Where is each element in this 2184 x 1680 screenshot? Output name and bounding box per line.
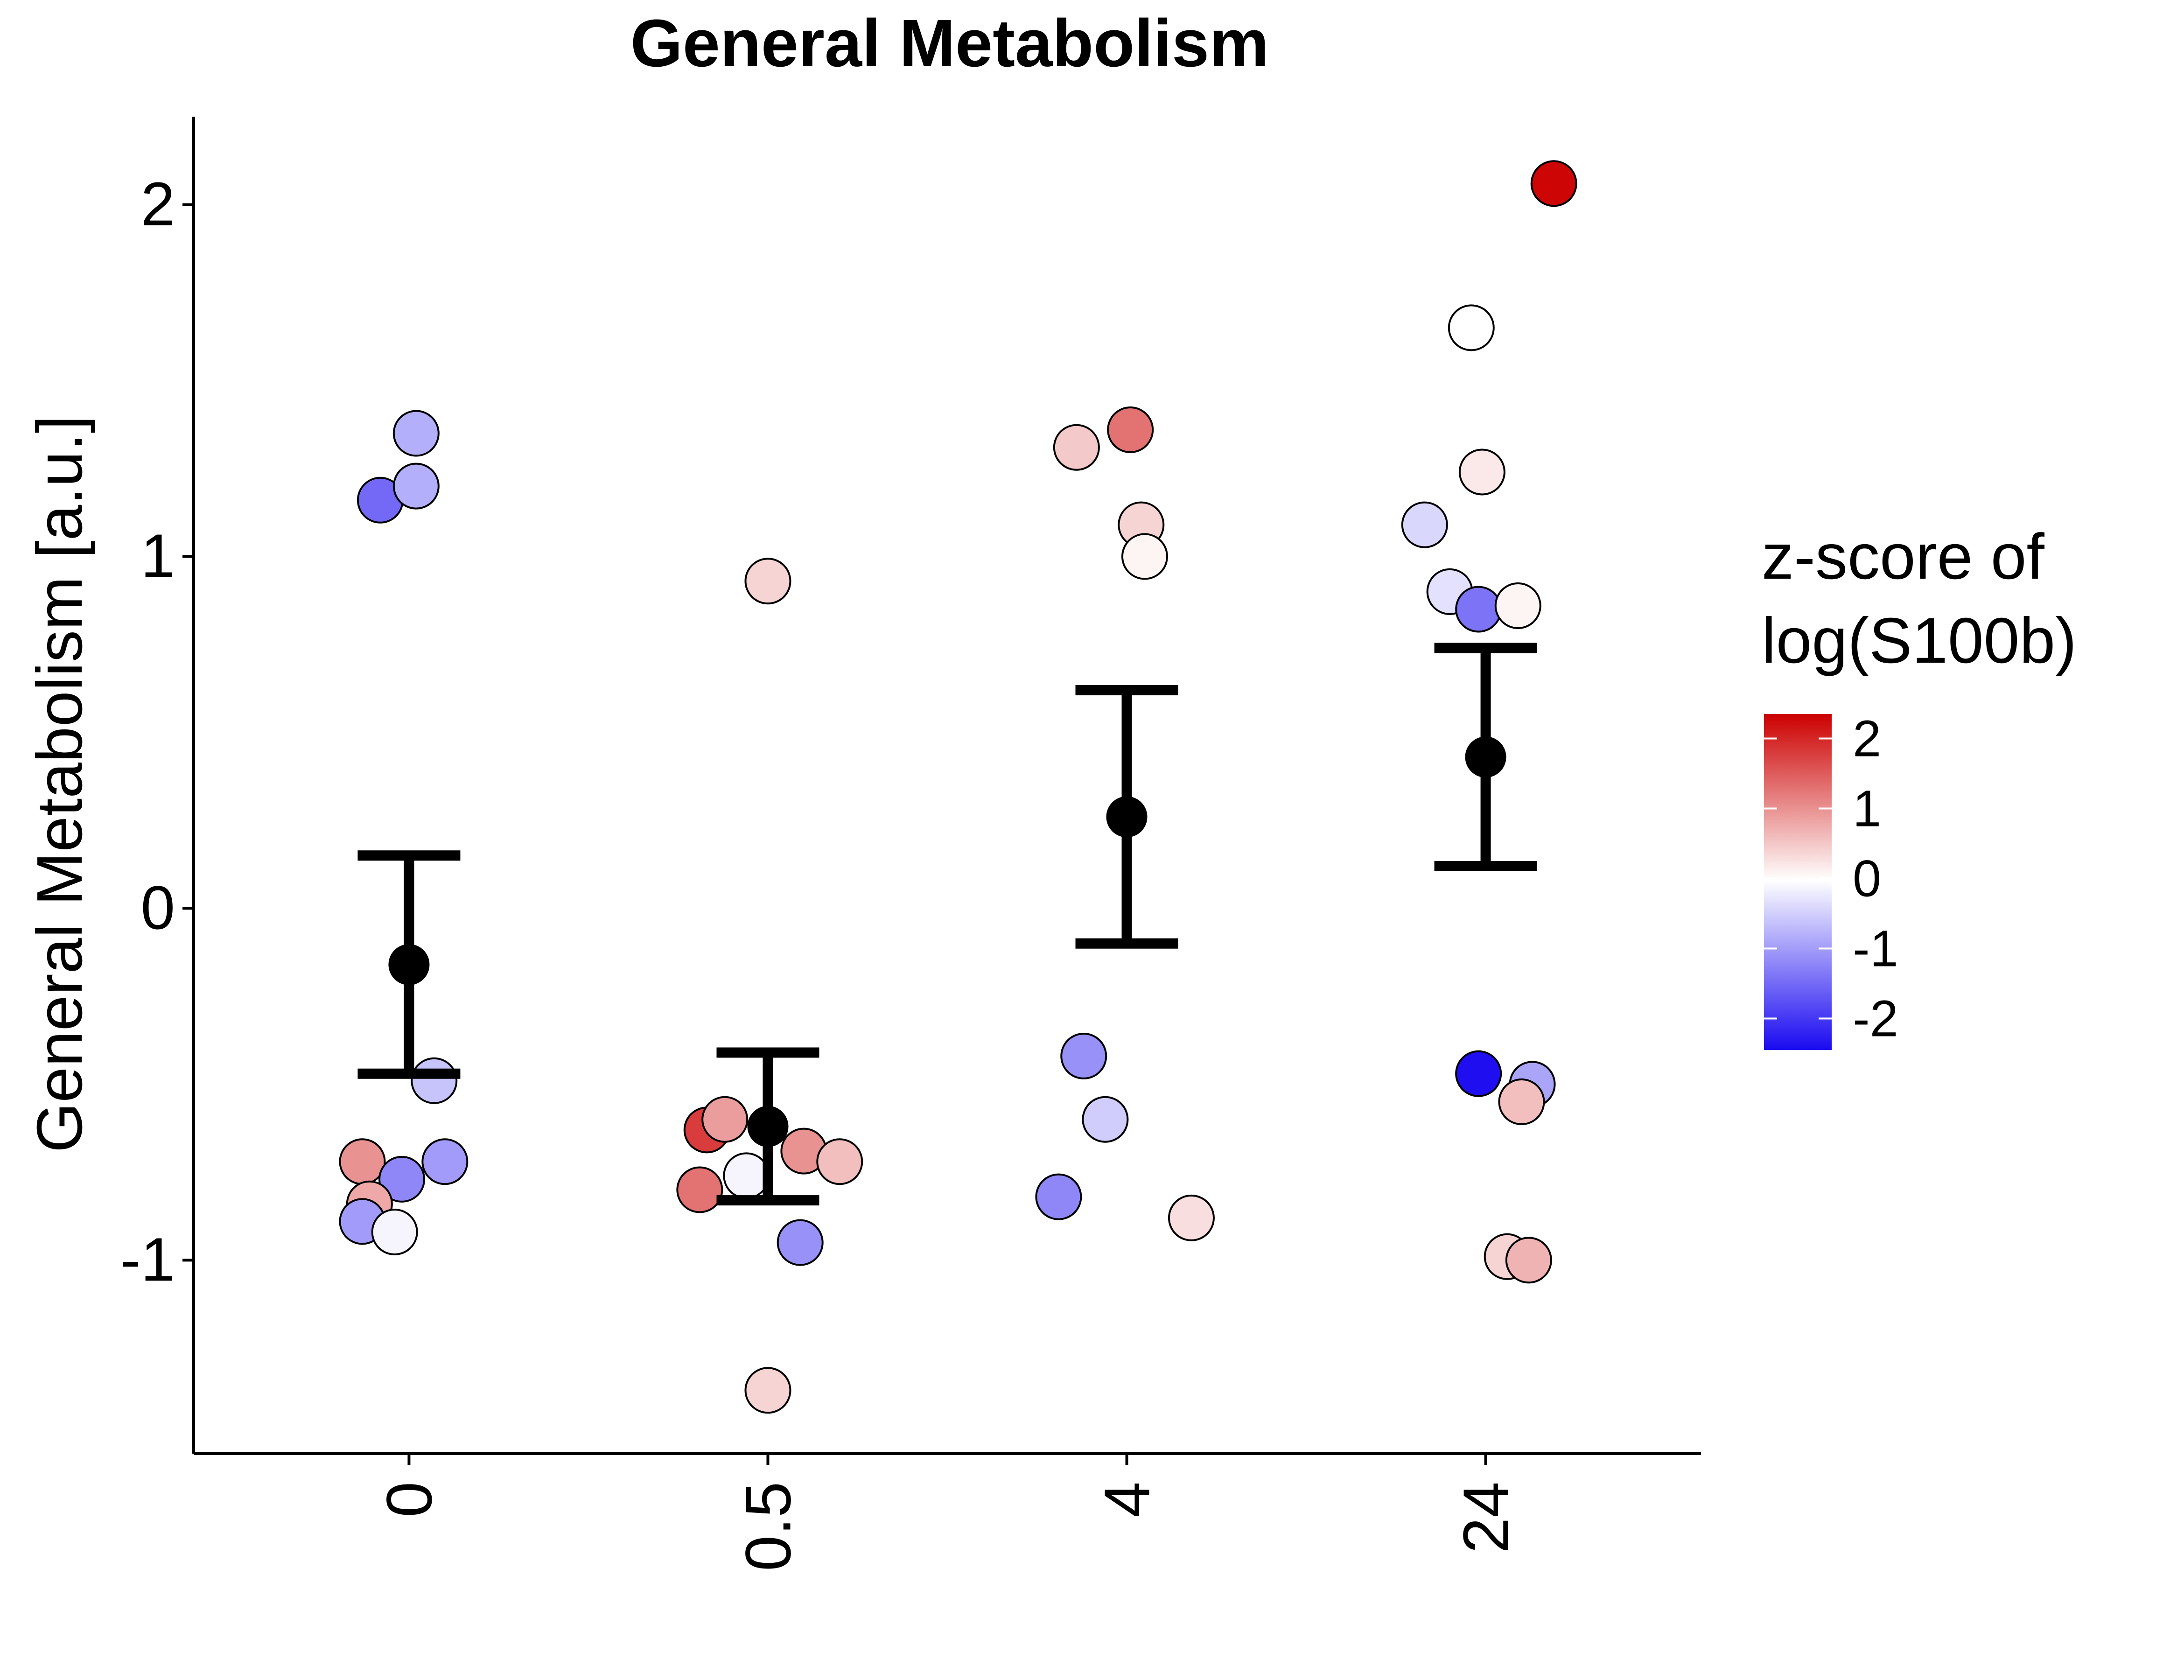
x-ticks: 0 0.5 4 24: [373, 1454, 1522, 1571]
y-tick-label: 1: [141, 521, 175, 590]
y-axis-label: General Metabolism [a.u.]: [24, 415, 96, 1153]
data-point: [392, 410, 440, 457]
summary-bars: [357, 643, 1537, 1206]
mean-point: [1465, 736, 1506, 778]
legend-colorbar: [1764, 714, 1832, 1050]
data-point: [1455, 586, 1502, 633]
legend-tick-label: -1: [1853, 920, 1898, 978]
data-point: [1530, 160, 1577, 207]
data-point: [1121, 533, 1168, 580]
legend-title-line-2: log(S100b): [1762, 605, 2077, 677]
y-tick-label: 2: [141, 169, 175, 238]
data-point: [339, 1138, 386, 1185]
data-point: [1458, 448, 1505, 496]
data-point: [701, 1096, 749, 1143]
data-point: [1494, 582, 1541, 629]
legend-tick-label: -2: [1853, 990, 1898, 1048]
data-point: [1455, 1050, 1502, 1097]
data-point: [411, 1057, 458, 1104]
y-ticks: -1 0 1 2: [120, 169, 194, 1294]
data-point: [392, 462, 440, 510]
x-tick-label: 0.5: [732, 1482, 804, 1571]
chart-title: General Metabolism: [630, 6, 1269, 81]
legend-tick-label: 0: [1853, 850, 1881, 908]
data-point: [744, 1367, 791, 1414]
data-point: [371, 1209, 418, 1256]
x-tick-label: 4: [1092, 1482, 1163, 1518]
data-point: [1498, 1078, 1545, 1126]
y-tick-label: 0: [141, 873, 175, 942]
data-points: [339, 160, 1577, 1414]
data-point: [1035, 1173, 1082, 1220]
data-point: [1505, 1237, 1552, 1284]
legend-title-line-1: z-score of: [1762, 521, 2044, 593]
data-point: [723, 1152, 770, 1199]
legend: z-score of log(S100b) 2 1 0 -1 -2: [1762, 521, 2077, 1050]
data-point: [1448, 304, 1495, 351]
axes: [192, 117, 1701, 1455]
data-point: [1082, 1096, 1129, 1143]
data-point: [378, 1155, 426, 1203]
data-point: [1060, 1033, 1107, 1080]
x-tick-label: 24: [1450, 1482, 1522, 1554]
legend-tick-label: 2: [1853, 710, 1881, 768]
data-point: [777, 1219, 824, 1266]
mean-point: [747, 1106, 789, 1147]
data-point: [1401, 501, 1448, 548]
mean-point: [1106, 796, 1148, 838]
data-point: [816, 1138, 863, 1185]
data-point: [1053, 424, 1100, 471]
legend-tick-label: 1: [1853, 780, 1881, 838]
legend-ticks: 2 1 0 -1 -2: [1764, 710, 1898, 1048]
y-tick-label: -1: [120, 1225, 175, 1294]
data-point: [676, 1166, 723, 1213]
mean-point: [388, 944, 430, 986]
x-tick-label: 0: [373, 1482, 445, 1518]
data-point: [421, 1138, 469, 1185]
data-point: [744, 558, 791, 605]
data-point: [1168, 1194, 1215, 1241]
data-point: [1107, 406, 1154, 454]
